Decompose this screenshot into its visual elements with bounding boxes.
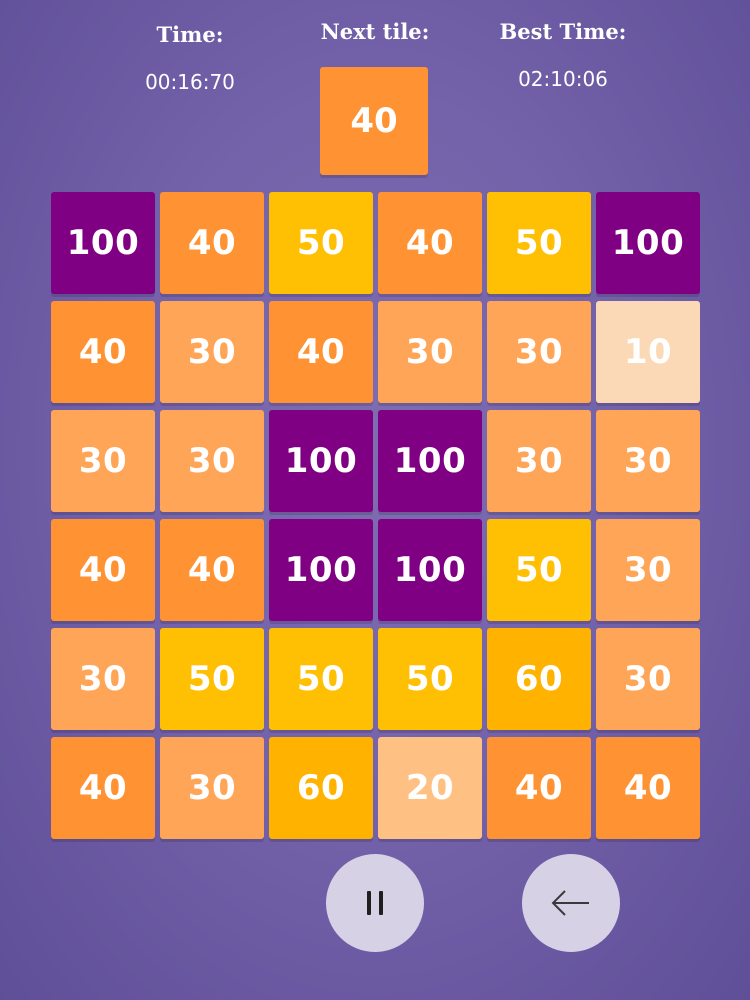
time-value: 00:16:70 xyxy=(145,70,235,94)
board-tile[interactable]: 30 xyxy=(51,628,155,730)
pause-icon xyxy=(367,891,383,915)
board-tile[interactable]: 40 xyxy=(487,737,591,839)
board-tile[interactable]: 30 xyxy=(596,628,700,730)
board-tile[interactable]: 100 xyxy=(596,192,700,294)
board-tile[interactable]: 40 xyxy=(596,737,700,839)
board-tile[interactable]: 30 xyxy=(160,737,264,839)
board-tile[interactable]: 40 xyxy=(269,301,373,403)
board-tile[interactable]: 30 xyxy=(160,301,264,403)
board-tile[interactable]: 40 xyxy=(51,519,155,621)
board-tile[interactable]: 30 xyxy=(596,410,700,512)
board-tile[interactable]: 10 xyxy=(596,301,700,403)
board-tile[interactable]: 30 xyxy=(487,410,591,512)
board-tile[interactable]: 40 xyxy=(378,192,482,294)
board-tile[interactable]: 30 xyxy=(160,410,264,512)
board-tile[interactable]: 40 xyxy=(160,519,264,621)
board-tile[interactable]: 40 xyxy=(51,301,155,403)
board-tile[interactable]: 50 xyxy=(487,519,591,621)
board-tile[interactable]: 30 xyxy=(378,301,482,403)
board-tile[interactable]: 50 xyxy=(487,192,591,294)
board-tile[interactable]: 100 xyxy=(378,519,482,621)
board-tile[interactable]: 30 xyxy=(596,519,700,621)
board-tile[interactable]: 100 xyxy=(269,519,373,621)
board-tile[interactable]: 20 xyxy=(378,737,482,839)
time-label: Time: xyxy=(156,22,224,47)
board-tile[interactable]: 100 xyxy=(51,192,155,294)
board-tile[interactable]: 30 xyxy=(487,301,591,403)
board-tile[interactable]: 50 xyxy=(160,628,264,730)
next-tile-label: Next tile: xyxy=(320,19,430,44)
board-tile[interactable]: 50 xyxy=(269,192,373,294)
board-tile[interactable]: 50 xyxy=(378,628,482,730)
board-tile[interactable]: 60 xyxy=(487,628,591,730)
back-button[interactable] xyxy=(522,854,620,952)
board-tile[interactable]: 60 xyxy=(269,737,373,839)
board-tile[interactable]: 100 xyxy=(378,410,482,512)
board-tile[interactable]: 100 xyxy=(269,410,373,512)
board-tile[interactable]: 50 xyxy=(269,628,373,730)
board-tile[interactable]: 40 xyxy=(51,737,155,839)
pause-button[interactable] xyxy=(326,854,424,952)
arrow-left-icon xyxy=(551,890,589,916)
best-time-label: Best Time: xyxy=(499,19,627,44)
game-board: 100 40 50 40 50 100 40 30 40 30 30 10 30 30 100 100 30 30… xyxy=(51,192,701,842)
next-tile: 40 xyxy=(320,67,428,175)
board-tile[interactable]: 30 xyxy=(51,410,155,512)
best-time-value: 02:10:06 xyxy=(518,67,608,91)
board-tile[interactable]: 40 xyxy=(160,192,264,294)
